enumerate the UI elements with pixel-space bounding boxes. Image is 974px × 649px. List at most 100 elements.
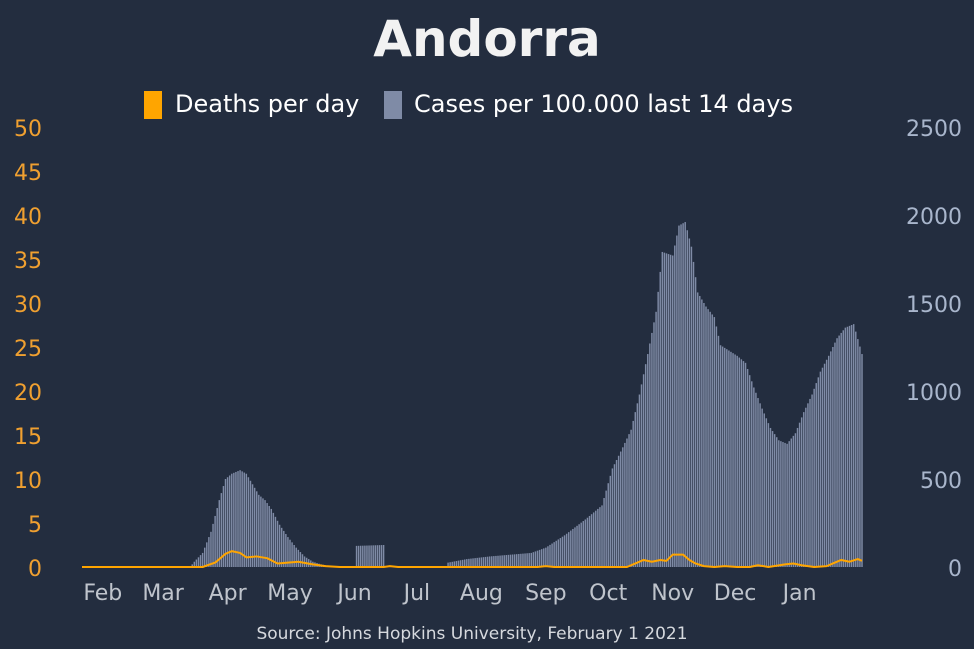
- cases-bar: [844, 327, 847, 567]
- cases-bar: [557, 539, 560, 567]
- cases-bar: [703, 303, 705, 567]
- cases-bar: [357, 545, 360, 567]
- cases-bar: [561, 536, 564, 567]
- cases-bar: [792, 435, 795, 567]
- cases-bar: [775, 437, 778, 567]
- cases-bar: [289, 539, 291, 567]
- cases-bar: [199, 555, 202, 567]
- cases-bar: [813, 388, 815, 567]
- cases-bar: [773, 434, 776, 567]
- cases-bar: [699, 295, 701, 567]
- cases-bar: [297, 549, 300, 567]
- cases-bar: [466, 559, 468, 567]
- y-right-tick-label: 1000: [906, 381, 962, 406]
- y-right-tick-label: 500: [920, 469, 962, 494]
- cases-bar: [574, 527, 576, 567]
- chart-title: Andorra: [373, 10, 601, 68]
- cases-bar: [513, 554, 516, 567]
- cases-bar: [713, 317, 716, 567]
- cases-bar: [624, 442, 626, 567]
- cases-bar: [270, 508, 273, 567]
- cases-bar: [201, 552, 204, 567]
- cases-bar: [842, 330, 845, 567]
- cases-bar: [715, 326, 718, 567]
- cases-bar: [836, 338, 838, 567]
- cases-bar: [551, 543, 553, 567]
- x-tick-label: Jul: [402, 581, 431, 606]
- cases-bar: [220, 493, 223, 567]
- cases-bar: [493, 556, 495, 567]
- cases-bar: [626, 438, 628, 567]
- x-axis: Feb Mar Apr May Jun Jul Aug Sep Oct Nov Dec Jan: [83, 581, 816, 606]
- cases-bar: [711, 314, 713, 567]
- cases-bar: [744, 362, 747, 567]
- cases-bar: [278, 524, 281, 567]
- cases-bar: [226, 477, 229, 567]
- cases-bars: [191, 222, 863, 568]
- cases-bar: [206, 542, 208, 567]
- cases-bar: [748, 375, 751, 567]
- cases-bar: [228, 475, 231, 567]
- cases-bar: [476, 557, 478, 567]
- cases-bar: [214, 515, 216, 567]
- cases-bar: [617, 455, 620, 567]
- cases-bar: [746, 369, 749, 567]
- cases-bar: [696, 292, 699, 567]
- cases-bar: [721, 346, 724, 567]
- cases-bar: [582, 521, 585, 567]
- cases-bar: [726, 349, 728, 567]
- cases-bar: [382, 545, 385, 567]
- cases-bar: [611, 468, 614, 567]
- cases-bar: [237, 471, 239, 567]
- cases-bar: [470, 558, 472, 567]
- cases-bar: [661, 251, 664, 567]
- y-left-tick-label: 20: [14, 381, 42, 406]
- cases-bar: [555, 540, 557, 567]
- cases-bar: [742, 361, 745, 567]
- cases-bar: [730, 351, 732, 567]
- cases-bar: [809, 398, 811, 567]
- cases-bar: [280, 527, 283, 567]
- deaths-line-group: [82, 550, 863, 568]
- x-tick-label: Sep: [525, 581, 566, 606]
- cases-bar: [780, 441, 782, 567]
- cases-bar: [767, 423, 770, 567]
- cases-bar: [543, 548, 545, 567]
- cases-bar: [719, 345, 722, 567]
- cases-bar: [447, 562, 449, 567]
- cases-bar: [258, 494, 260, 567]
- cases-bar: [255, 491, 258, 567]
- cases-bar: [362, 545, 364, 567]
- cases-bar: [740, 359, 743, 567]
- cases-bar: [803, 412, 805, 567]
- x-tick-label: Oct: [589, 581, 627, 606]
- y-left-tick-label: 45: [14, 161, 42, 186]
- cases-bar: [728, 350, 730, 567]
- cases-bar: [511, 554, 514, 567]
- cases-bar: [850, 325, 853, 567]
- cases-bar: [480, 557, 483, 567]
- cases-bar: [299, 552, 302, 567]
- cases-bar: [680, 224, 682, 567]
- cases-bar: [678, 225, 680, 567]
- x-tick-label: Nov: [651, 581, 694, 606]
- cases-bar: [753, 387, 755, 567]
- cases-bar: [840, 332, 842, 567]
- y-left-tick-label: 5: [28, 513, 42, 538]
- cases-bar: [540, 549, 543, 567]
- cases-bar: [636, 403, 639, 567]
- cases-bar: [536, 550, 539, 567]
- cases-bar: [861, 354, 863, 567]
- cases-bar: [676, 235, 678, 567]
- y-right-tick-label: 2000: [906, 205, 962, 230]
- cases-bar: [832, 347, 834, 567]
- cases-bar: [778, 440, 780, 567]
- cases-bar: [788, 441, 790, 567]
- cases-bar: [755, 392, 757, 567]
- cases-bar: [632, 420, 634, 567]
- cases-bar: [212, 523, 214, 567]
- cases-bar: [231, 473, 233, 567]
- cases-bar: [463, 559, 466, 567]
- cases-bar: [295, 547, 297, 567]
